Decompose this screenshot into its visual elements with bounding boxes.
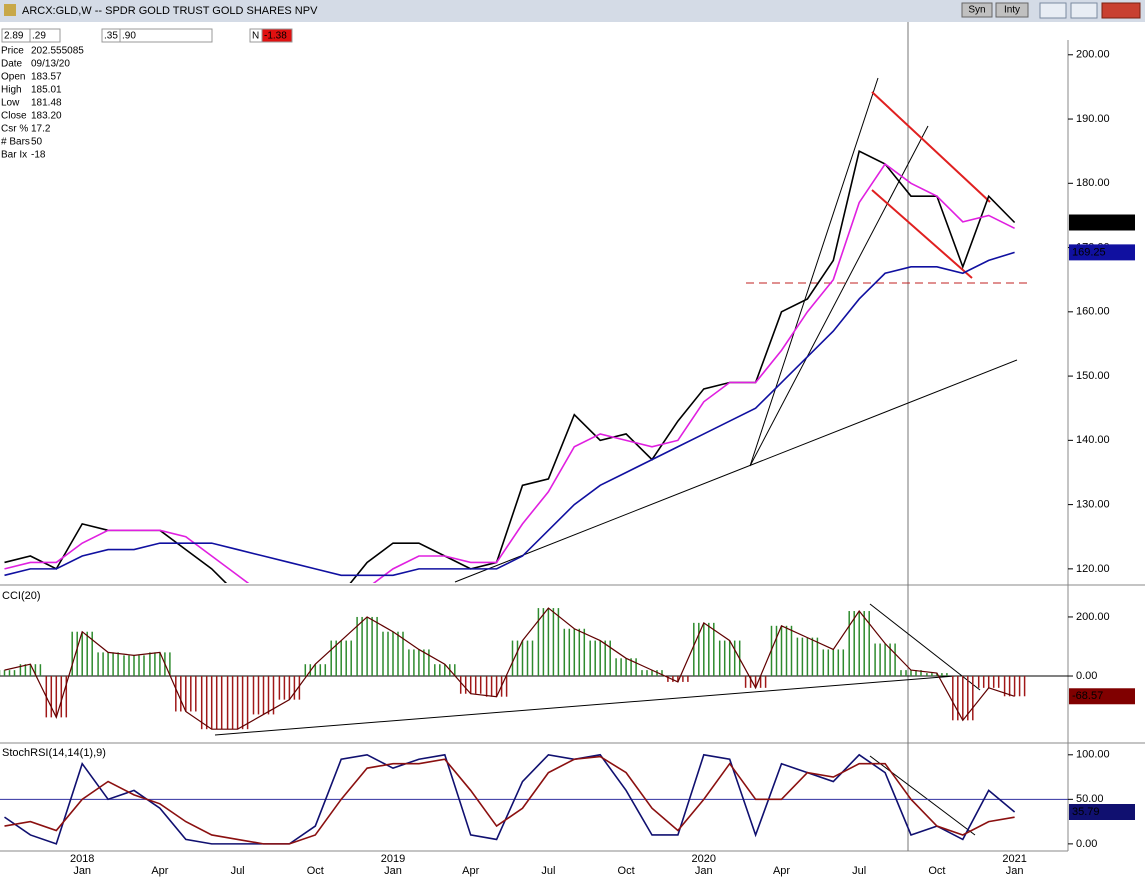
panel	[0, 607, 1068, 730]
last-value-label: 169.25	[1072, 246, 1106, 258]
inty-label: Inty	[1004, 5, 1020, 16]
info-value: -18	[31, 150, 46, 161]
syn-button[interactable]	[961, 2, 993, 18]
info-value: 09/13/20	[31, 59, 70, 70]
maximize-button[interactable]	[1070, 2, 1098, 19]
toolbar-field	[119, 28, 213, 43]
annotations	[454, 77, 1028, 583]
inty-button[interactable]	[995, 2, 1029, 18]
info-value: 181.48	[31, 98, 62, 109]
toolbar-text: 2.89	[4, 31, 24, 42]
toolbar-text: -1.38	[264, 31, 287, 42]
y-tick-label: 140.00	[1076, 434, 1110, 446]
toolbar-text: .29	[32, 31, 46, 42]
channel-line	[871, 189, 973, 279]
trendline	[749, 125, 929, 467]
last-value-box	[1069, 244, 1135, 261]
x-tick-label: Oct	[307, 865, 324, 877]
panel	[4, 150, 1016, 583]
x-tick-label: Jan	[695, 865, 713, 877]
series-line	[4, 162, 1015, 583]
trendline	[454, 359, 1018, 583]
info-key: Csr %	[1, 124, 28, 135]
trendline	[749, 77, 879, 467]
y-tick-label: 50.00	[1076, 793, 1104, 805]
x-tick-label: Oct	[928, 865, 945, 877]
title-bar	[0, 0, 1145, 22]
toolbar-field	[29, 28, 61, 43]
series-line	[4, 755, 1015, 845]
x-tick-label: Apr	[151, 865, 168, 877]
x-tick-label: Jul	[852, 865, 866, 877]
x-year-label: 2021	[1002, 853, 1026, 865]
y-tick-label: 200.00	[1076, 611, 1110, 623]
x-year-label: 2019	[381, 853, 405, 865]
x-tick-label: Jan	[1006, 865, 1024, 877]
x-tick-label: Jan	[384, 865, 402, 877]
x-year-label: 2018	[70, 853, 94, 865]
last-value-box	[1069, 688, 1135, 705]
x-tick-label: Apr	[462, 865, 479, 877]
last-value-label: 173.90	[1072, 216, 1106, 228]
cci-outline	[4, 607, 1015, 730]
toolbar: 2.89 .29 .35 .90 N -1.38	[1, 28, 293, 43]
panel-title: StochRSI(14,14(1),9)	[2, 747, 106, 759]
y-tick-label: 0.00	[1076, 838, 1097, 850]
y-tick-label: 130.00	[1076, 499, 1110, 511]
info-value: 17.2	[31, 124, 51, 135]
info-key: Date	[1, 59, 23, 70]
toolbar-text: .90	[122, 31, 136, 42]
series-line	[4, 753, 1016, 845]
y-tick-label: 200.00	[1076, 49, 1110, 61]
info-key: Low	[1, 98, 20, 109]
panel-title: CCI(20)	[2, 590, 41, 602]
x-tick-label: Oct	[618, 865, 635, 877]
info-key: Bar Ix	[1, 150, 27, 161]
toolbar-field	[261, 28, 293, 43]
toolbar-text: N	[252, 31, 259, 42]
trendline	[214, 675, 956, 736]
window-title: ARCX:GLD,W -- SPDR GOLD TRUST GOLD SHARE…	[22, 5, 318, 17]
info-value: 183.57	[31, 72, 62, 83]
y-tick-label: 0.00	[1076, 670, 1097, 682]
x-year-label: 2020	[692, 853, 716, 865]
y-tick-label: 160.00	[1076, 306, 1110, 318]
y-tick-label: 120.00	[1076, 563, 1110, 575]
info-value: 185.01	[31, 85, 62, 96]
syn-label: Syn	[968, 5, 985, 16]
last-value-label: 35.79	[1072, 806, 1100, 818]
panel	[0, 753, 1068, 845]
info-key: Close	[1, 111, 27, 122]
app-icon	[4, 4, 16, 16]
last-value-label: -68.57	[1072, 690, 1103, 702]
last-value-box	[1069, 214, 1135, 231]
info-key: High	[1, 85, 22, 96]
info-value: 50	[31, 137, 43, 148]
y-tick-label: 180.00	[1076, 177, 1110, 189]
channel-line	[871, 91, 991, 203]
x-tick-label: Apr	[773, 865, 790, 877]
series-line	[4, 251, 1015, 577]
y-tick-label: 100.00	[1076, 749, 1110, 761]
toolbar-text: .35	[104, 31, 118, 42]
close-button[interactable]	[1101, 2, 1141, 19]
info-key: # Bars	[1, 137, 30, 148]
info-value: 183.20	[31, 111, 62, 122]
info-panel: Price 202.555085 Date 09/13/20 Open 183.57 Hig…	[1, 46, 84, 161]
x-tick-label: Jan	[73, 865, 91, 877]
x-tick-label: Jul	[541, 865, 555, 877]
minimize-button[interactable]	[1039, 2, 1067, 19]
info-key: Price	[1, 46, 24, 57]
x-tick-label: Jul	[231, 865, 245, 877]
last-value-box	[1069, 803, 1135, 820]
series-line	[4, 150, 1016, 583]
info-key: Open	[1, 72, 25, 83]
y-tick-label: 150.00	[1076, 370, 1110, 382]
trendline	[869, 755, 976, 836]
y-tick-label: 190.00	[1076, 113, 1110, 125]
info-value: 202.555085	[31, 46, 84, 57]
